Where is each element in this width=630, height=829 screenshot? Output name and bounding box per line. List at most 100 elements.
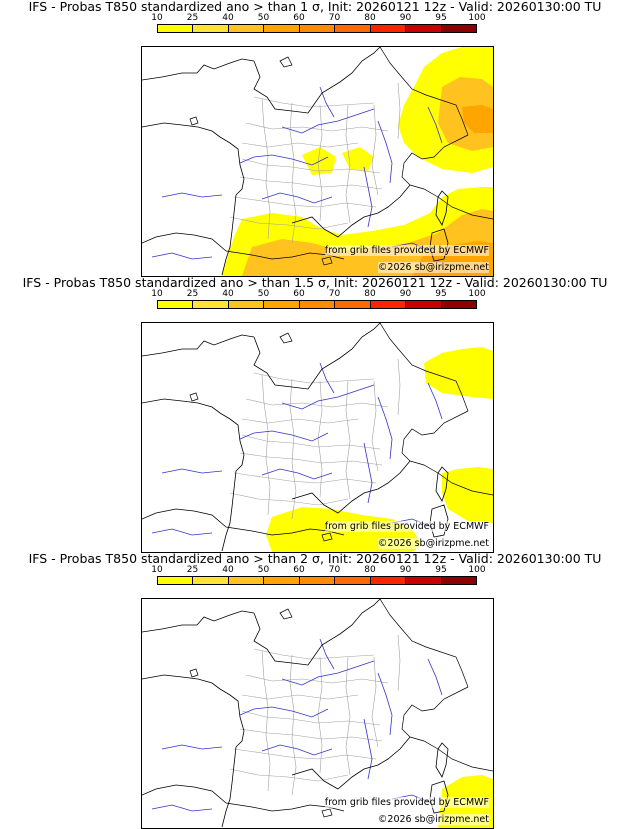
- department-boundary: [241, 142, 359, 148]
- coastline: [142, 334, 255, 357]
- legend-tick: 95: [435, 289, 447, 299]
- coastline: [142, 610, 255, 633]
- legend-swatch: [228, 577, 265, 584]
- legend-colorbar: [157, 300, 477, 309]
- coastline: [291, 184, 411, 238]
- river: [151, 528, 213, 536]
- island-coastline: [189, 392, 199, 402]
- legend-tick: 40: [222, 289, 234, 299]
- legend-colorbar: [157, 576, 477, 585]
- river: [363, 718, 373, 780]
- probability-area: [462, 105, 493, 133]
- department-boundary: [371, 656, 379, 748]
- legend-tick: 60: [293, 289, 305, 299]
- legend-tick: 90: [399, 565, 412, 575]
- coastline: [253, 47, 381, 114]
- river: [377, 120, 393, 184]
- river: [239, 706, 329, 718]
- legend-swatch: [264, 577, 300, 584]
- legend-swatch: [370, 25, 407, 32]
- river: [319, 86, 335, 118]
- legend-swatch: [406, 25, 442, 32]
- map-svg: [142, 323, 493, 552]
- department-boundary: [253, 372, 375, 384]
- legend-swatch: [335, 301, 371, 308]
- country-border: [379, 323, 469, 412]
- river: [281, 108, 375, 134]
- river: [239, 154, 329, 166]
- legend-tick: 80: [364, 565, 376, 575]
- legend-swatch: [335, 577, 371, 584]
- coastline: [142, 674, 245, 828]
- island-coastline: [189, 668, 199, 678]
- country-border: [409, 460, 493, 496]
- river: [363, 166, 373, 228]
- corsica-coastline: [435, 190, 449, 226]
- river: [151, 252, 213, 260]
- legend-ticks: 10 25 40 50 60 70 80 90 95 100: [151, 289, 485, 299]
- legend-tick: 90: [399, 289, 412, 299]
- legend-swatch: [441, 25, 476, 32]
- legend-swatch: [193, 301, 229, 308]
- legend-tick: 80: [364, 13, 376, 23]
- river: [261, 468, 333, 480]
- department-boundary: [317, 380, 323, 498]
- coastline: [291, 460, 411, 514]
- department-boundary: [289, 378, 297, 520]
- legend-swatch: [264, 301, 300, 308]
- river: [319, 362, 335, 394]
- department-boundary: [239, 452, 383, 466]
- river: [261, 192, 333, 204]
- probability-area: [424, 347, 493, 399]
- legend-tick: 10: [151, 289, 163, 299]
- department-boundary: [233, 748, 377, 760]
- river: [427, 106, 443, 144]
- coastline: [142, 58, 255, 81]
- legend-swatch: [406, 301, 442, 308]
- island-coastline: [279, 56, 293, 68]
- department-boundary: [289, 654, 297, 796]
- department-boundary: [229, 492, 349, 506]
- legend-tick: 60: [293, 565, 305, 575]
- legend-tick: 70: [328, 565, 341, 575]
- legend-swatch: [299, 577, 336, 584]
- department-boundary: [233, 472, 377, 484]
- coastline: [253, 323, 381, 390]
- river: [161, 468, 223, 474]
- legend-tick: 70: [328, 289, 341, 299]
- country-border: [379, 47, 469, 136]
- legend-swatch: [158, 577, 194, 584]
- country-border: [379, 599, 469, 688]
- probability-area: [342, 147, 374, 171]
- corsica-coastline: [435, 466, 449, 502]
- river: [377, 672, 393, 736]
- coastline: [142, 122, 245, 276]
- legend-tick: 95: [435, 565, 447, 575]
- copyright-credit: ©2026 sb@irizpme.net: [377, 262, 489, 273]
- department-boundary: [317, 656, 323, 774]
- river: [281, 384, 375, 410]
- island-coastline: [279, 608, 293, 620]
- department-boundary: [245, 122, 389, 132]
- department-boundary: [289, 102, 297, 244]
- source-credit: from grib files provided by ECMWF: [324, 797, 489, 808]
- island-coastline: [189, 116, 199, 126]
- coastline: [291, 736, 411, 790]
- river: [151, 804, 213, 812]
- coastline: [142, 508, 227, 528]
- coastline: [142, 784, 227, 804]
- department-boundary: [241, 158, 381, 174]
- source-credit: from grib files provided by ECMWF: [324, 245, 489, 256]
- probability-fill: [222, 47, 493, 276]
- legend-tick: 40: [222, 13, 234, 23]
- legend-swatch: [193, 577, 229, 584]
- legend-tick: 25: [186, 13, 199, 23]
- legend-tick: 50: [257, 13, 270, 23]
- country-border: [409, 736, 493, 772]
- legend-tick: 50: [257, 289, 270, 299]
- department-boundary: [241, 694, 359, 700]
- source-credit: from grib files provided by ECMWF: [324, 521, 489, 532]
- department-boundary: [253, 96, 375, 108]
- department-boundary: [239, 728, 383, 742]
- legend-tick: 100: [468, 289, 486, 299]
